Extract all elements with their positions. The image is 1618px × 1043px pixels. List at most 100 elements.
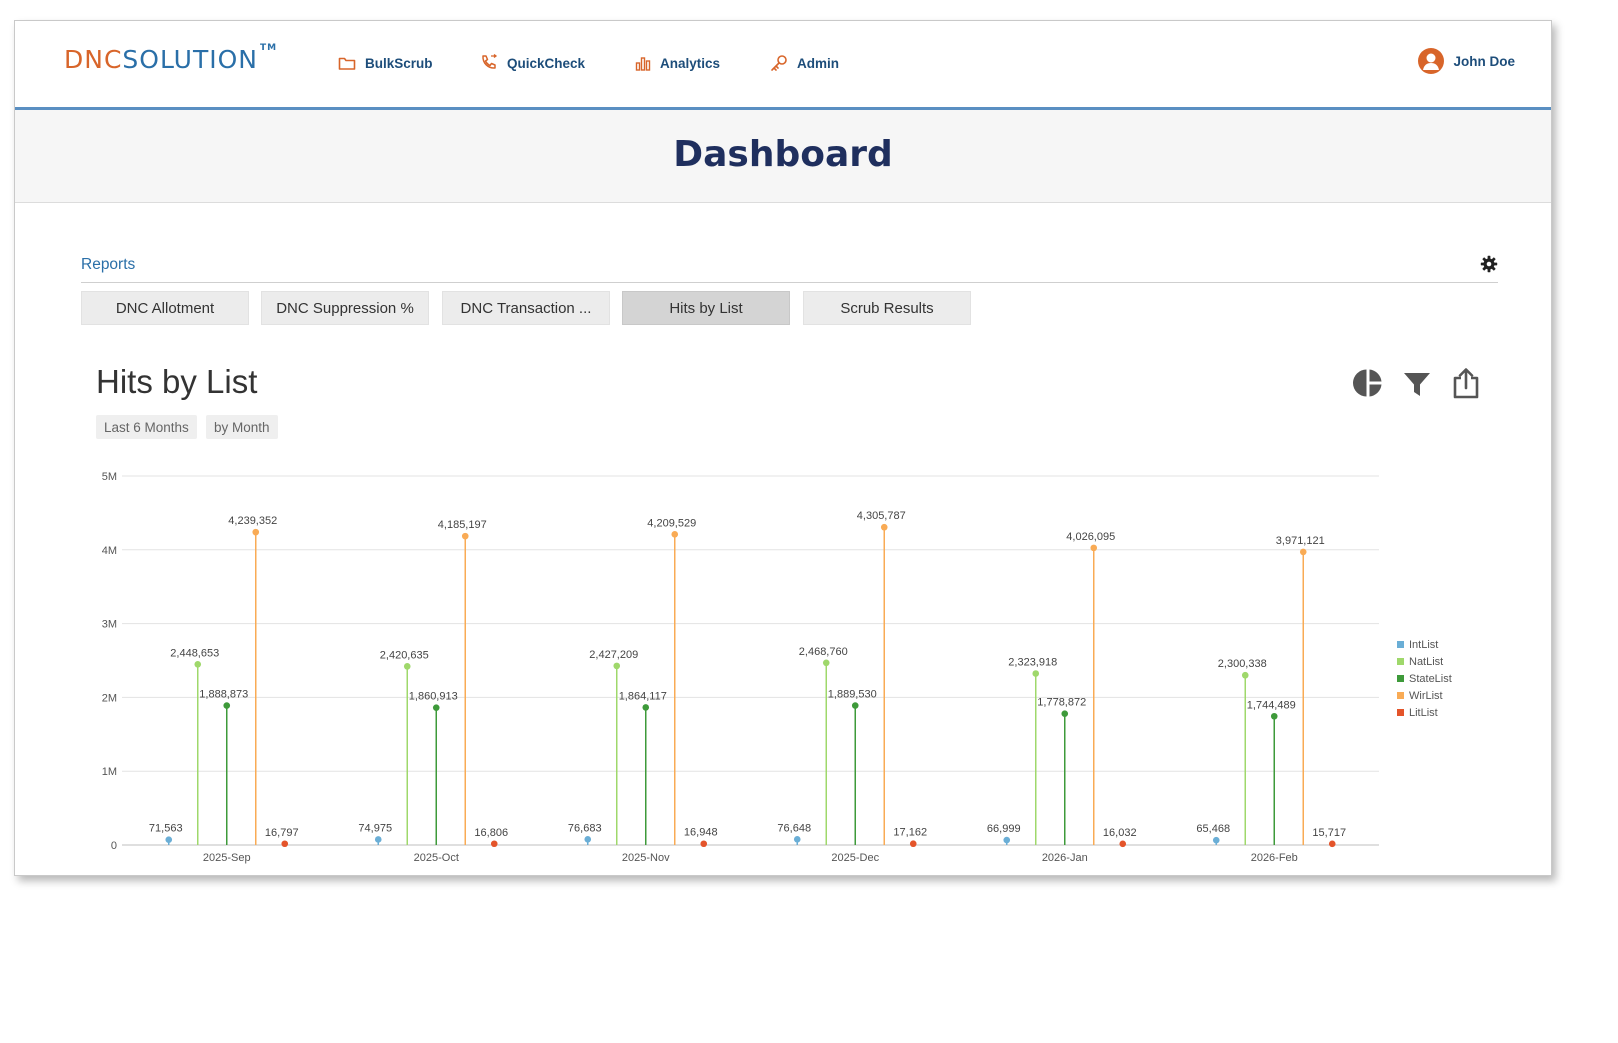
lollipop-point bbox=[822, 659, 830, 667]
x-tick-label: 2025-Oct bbox=[414, 852, 459, 864]
lollipop-point bbox=[700, 840, 708, 848]
lollipop-point bbox=[1270, 712, 1278, 720]
tab-hits-by-list[interactable]: Hits by List bbox=[622, 291, 790, 325]
lollipop-point bbox=[1119, 840, 1127, 848]
nav-analytics[interactable]: Analytics bbox=[635, 52, 720, 74]
x-tick-label: 2026-Feb bbox=[1251, 852, 1298, 864]
y-tick-label: 4M bbox=[102, 545, 117, 557]
data-label: 2,420,635 bbox=[380, 649, 429, 661]
legend-swatch bbox=[1397, 658, 1404, 665]
data-label: 2,427,209 bbox=[589, 649, 638, 661]
lollipop-point bbox=[1212, 836, 1220, 844]
lollipop-point bbox=[1328, 840, 1336, 848]
gear-icon[interactable] bbox=[1480, 255, 1498, 278]
lollipop-point bbox=[165, 836, 173, 844]
user-menu[interactable]: John Doe bbox=[1418, 48, 1515, 74]
x-tick-label: 2025-Dec bbox=[831, 852, 879, 864]
lollipop-point bbox=[909, 840, 917, 848]
lollipop-point bbox=[432, 704, 440, 711]
data-label: 65,468 bbox=[1196, 823, 1230, 835]
folder-icon bbox=[338, 55, 356, 71]
data-label: 2,300,338 bbox=[1218, 658, 1267, 670]
tab-scrub-results[interactable]: Scrub Results bbox=[803, 291, 971, 325]
data-label: 76,648 bbox=[777, 822, 811, 834]
bar-chart-icon bbox=[635, 55, 651, 71]
data-label: 1,889,530 bbox=[828, 689, 877, 701]
data-label: 4,239,352 bbox=[228, 515, 277, 527]
data-label: 2,468,760 bbox=[799, 646, 848, 658]
nav-bulkscrub-label: BulkScrub bbox=[365, 55, 433, 71]
legend-entry: LitList bbox=[1409, 707, 1438, 719]
tab-dnc-allotment[interactable]: DNC Allotment bbox=[81, 291, 249, 325]
lollipop-point bbox=[671, 531, 679, 538]
data-label: 1,864,117 bbox=[619, 690, 667, 702]
lollipop-point bbox=[194, 660, 202, 668]
data-label: 17,162 bbox=[893, 827, 927, 839]
nav-bulkscrub[interactable]: BulkScrub bbox=[338, 52, 433, 74]
y-tick-label: 1M bbox=[102, 766, 117, 778]
x-tick-label: 2026-Jan bbox=[1042, 852, 1088, 864]
data-label: 74,975 bbox=[358, 822, 392, 834]
pie-chart-icon[interactable] bbox=[1353, 368, 1383, 403]
dnc-solution-logo[interactable]: DNCSOLUTION TM bbox=[64, 43, 278, 74]
data-label: 15,717 bbox=[1312, 827, 1346, 839]
logo-tm-text: TM bbox=[259, 43, 278, 53]
data-label: 16,806 bbox=[474, 827, 508, 839]
logo-dnc-text: DNC bbox=[64, 45, 123, 74]
data-label: 4,305,787 bbox=[857, 510, 906, 522]
data-label: 1,744,489 bbox=[1247, 699, 1296, 711]
lollipop-point bbox=[1090, 544, 1098, 552]
data-label: 71,563 bbox=[149, 823, 183, 835]
filter-chip-grouping[interactable]: by Month bbox=[206, 415, 278, 439]
top-nav-bar: DNCSOLUTION TM BulkScrub QuickCheck Analy… bbox=[15, 21, 1551, 110]
phone-icon bbox=[480, 54, 498, 72]
legend-entry: WirList bbox=[1409, 690, 1443, 702]
lollipop-point bbox=[252, 528, 260, 536]
filter-icon[interactable] bbox=[1403, 372, 1431, 403]
lollipop-point bbox=[642, 704, 650, 711]
lollipop-point bbox=[880, 523, 888, 531]
x-tick-label: 2025-Nov bbox=[622, 852, 670, 864]
y-tick-label: 2M bbox=[102, 692, 117, 704]
x-tick-label: 2025-Sep bbox=[203, 852, 251, 864]
data-label: 16,797 bbox=[265, 827, 299, 839]
lollipop-point bbox=[1299, 548, 1307, 556]
reports-link[interactable]: Reports bbox=[81, 256, 136, 273]
data-label: 3,971,121 bbox=[1276, 535, 1325, 547]
lollipop-point bbox=[403, 663, 411, 670]
key-icon bbox=[770, 54, 788, 72]
nav-quickcheck[interactable]: QuickCheck bbox=[480, 52, 585, 74]
app-window: DNCSOLUTION TM BulkScrub QuickCheck Analy… bbox=[14, 20, 1552, 876]
hits-by-list-chart: 0 1M 2M 3M 4M 5M 2025-Sep 71,563 2,448,653 1,888,… bbox=[102, 471, 1452, 864]
lollipop-point bbox=[374, 836, 382, 843]
legend-entry: IntList bbox=[1409, 639, 1438, 651]
lollipop-point bbox=[1003, 836, 1011, 844]
filter-chip-period[interactable]: Last 6 Months bbox=[96, 415, 197, 439]
lollipop-point bbox=[613, 662, 621, 670]
tab-dnc-transaction[interactable]: DNC Transaction ... bbox=[442, 291, 610, 325]
lollipop-point bbox=[793, 836, 801, 843]
data-label: 4,185,197 bbox=[438, 519, 487, 531]
lollipop-point bbox=[1241, 671, 1249, 679]
lollipop-point bbox=[1032, 670, 1040, 677]
legend-swatch bbox=[1397, 641, 1404, 648]
chart-panel-title: Hits by List bbox=[96, 363, 258, 400]
y-tick-label: 3M bbox=[102, 619, 117, 631]
logo-solution-text: SOLUTION bbox=[122, 45, 258, 74]
nav-admin[interactable]: Admin bbox=[770, 52, 839, 74]
legend-swatch bbox=[1397, 692, 1404, 699]
legend-entry: NatList bbox=[1409, 656, 1443, 668]
lollipop-point bbox=[223, 702, 231, 709]
data-label: 76,683 bbox=[568, 822, 602, 834]
lollipop-point bbox=[461, 532, 469, 540]
tab-dnc-suppression[interactable]: DNC Suppression % bbox=[261, 291, 429, 325]
data-label: 4,209,529 bbox=[647, 517, 696, 529]
lollipop-point bbox=[1061, 710, 1069, 718]
lollipop-point bbox=[490, 840, 498, 848]
data-label: 2,323,918 bbox=[1008, 656, 1057, 668]
user-name: John Doe bbox=[1453, 53, 1515, 69]
lollipop-point bbox=[851, 702, 859, 709]
page-title-bar: Dashboard bbox=[15, 110, 1551, 203]
legend-swatch bbox=[1397, 709, 1404, 716]
export-icon[interactable] bbox=[1451, 367, 1481, 404]
